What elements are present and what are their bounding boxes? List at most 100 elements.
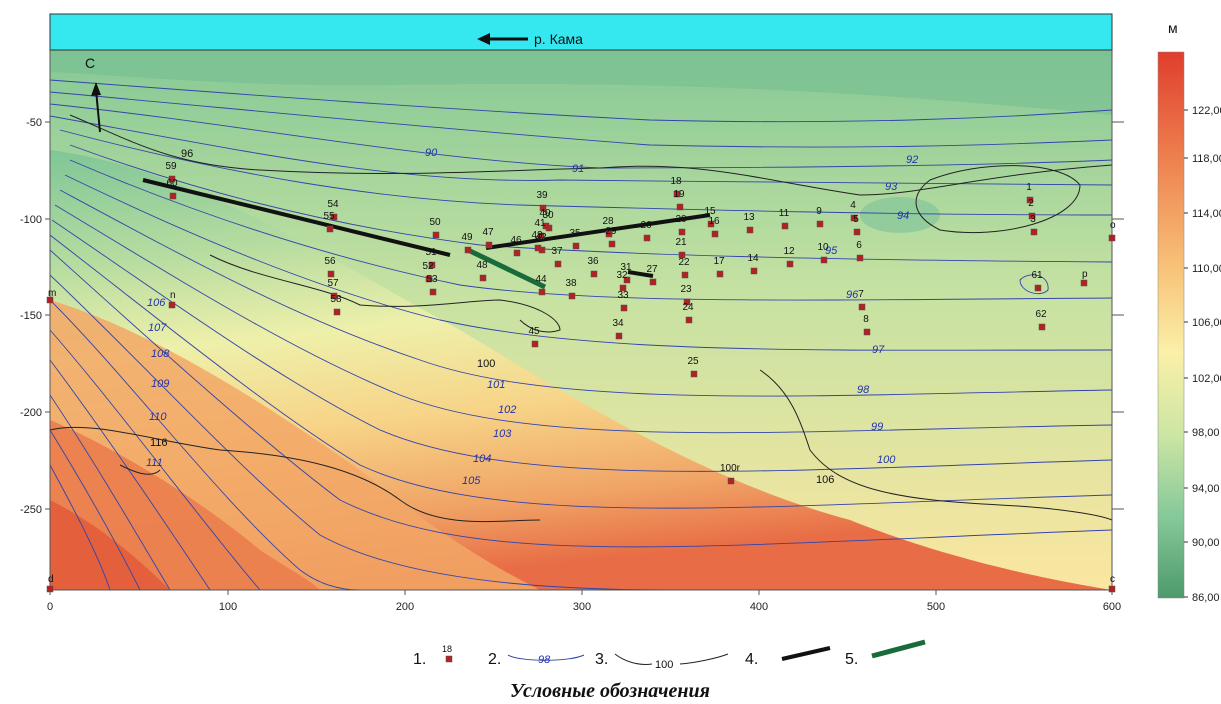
well-marker (605, 230, 613, 238)
well-marker (816, 220, 824, 228)
well-label: 40 (539, 208, 551, 219)
well-label: 12 (783, 246, 795, 257)
well-label: 3 (1030, 214, 1036, 225)
y-tick-label: -250 (20, 504, 42, 516)
blue-isoline-label: 106 (147, 297, 166, 309)
blue-isoline-label: 103 (493, 428, 512, 440)
corner-marker (1108, 585, 1116, 593)
well-label: 33 (617, 290, 629, 301)
well-label: 56 (324, 256, 336, 267)
well-marker (676, 203, 684, 211)
blue-isoline-label: 99 (871, 421, 883, 433)
well-label: 37 (551, 246, 563, 257)
well-marker (168, 175, 176, 183)
well-label: 39 (536, 190, 548, 201)
well-marker (608, 240, 616, 248)
well-label: 25 (687, 356, 699, 367)
well-label: 31 (620, 262, 632, 273)
well-label: 35 (569, 228, 581, 239)
well-label: 16 (708, 216, 720, 227)
well-marker (590, 270, 598, 278)
scale-tick-label: 90,00 (1192, 537, 1220, 549)
x-tick-label: 600 (1103, 601, 1121, 613)
scale-tick-label: 86,00 (1192, 592, 1220, 604)
well-marker (327, 270, 335, 278)
blue-isoline-label: 96 (846, 289, 859, 301)
legend-sample-2: 98 (538, 654, 551, 666)
well-label: 21 (675, 237, 687, 248)
well-marker (716, 270, 724, 278)
y-axis-ticks: -50 -100 -150 -200 -250 (20, 117, 1124, 516)
well-label: 8 (863, 314, 869, 325)
corner-marker (168, 301, 176, 309)
well-marker (820, 256, 828, 264)
profile-line-black-3 (627, 270, 654, 278)
well-marker (1030, 228, 1038, 236)
corner-marker (1108, 234, 1116, 242)
blue-isoline-label: 90 (425, 147, 438, 159)
well-label: 46 (510, 235, 522, 246)
blue-isoline-label: 92 (906, 154, 918, 166)
blue-isoline-label: 100 (877, 454, 896, 466)
well-label: 11 (779, 208, 790, 219)
north-label: С (85, 55, 95, 71)
legend-num-2: 2. (488, 651, 501, 668)
well-label: 20 (675, 214, 687, 225)
well-label: 19 (673, 189, 685, 200)
profile-line-black-2 (485, 213, 711, 250)
well-label: 32 (616, 270, 628, 281)
well-marker (850, 214, 858, 222)
well-marker (572, 242, 580, 250)
blue-isoline-label: 108 (151, 348, 170, 360)
well-marker (781, 222, 789, 230)
corner-label: m (48, 288, 56, 299)
well-marker (425, 275, 433, 283)
well-label: 1 (1026, 182, 1032, 193)
well-marker (534, 244, 542, 252)
well-marker (673, 190, 681, 198)
well-label: 47 (482, 227, 494, 238)
well-marker (513, 249, 521, 257)
blue-isoline-label: 110 (149, 411, 167, 423)
well-marker (479, 274, 487, 282)
well-label: 48 (476, 260, 488, 271)
x-tick-label: 500 (927, 601, 945, 613)
well-label: 61 (1031, 270, 1043, 281)
well-marker (464, 246, 472, 254)
black-isoline-labels: 96 106 116 100 (150, 148, 834, 486)
well-marker (620, 304, 628, 312)
well-label: 29 (605, 226, 617, 237)
profile-line-black-1 (142, 178, 451, 257)
well-label: 100r (720, 463, 741, 474)
black-isolines (50, 114, 1112, 523)
well-marker (1026, 196, 1034, 204)
well-label: 28 (602, 216, 614, 227)
legend-well-marker (445, 655, 453, 663)
blue-isoline-label: 105 (462, 475, 481, 487)
well-marker (711, 230, 719, 238)
legend-green-profile-line (871, 639, 926, 659)
blue-isoline-label: 109 (151, 378, 169, 390)
well-marker (1034, 284, 1042, 292)
y-tick-label: -100 (20, 214, 42, 226)
well-label: 55 (323, 211, 335, 222)
well-label: 15 (704, 206, 716, 217)
well-marker (649, 278, 657, 286)
well-label: 30 (542, 210, 554, 221)
x-tick-label: 300 (573, 601, 591, 613)
x-tick-label: 200 (396, 601, 414, 613)
well-label: 17 (713, 256, 725, 267)
blue-isoline-label: 104 (473, 453, 491, 465)
x-axis-ticks: 0 100 200 300 400 500 600 (47, 590, 1121, 613)
profile-line-green (466, 247, 547, 290)
well-marker (432, 231, 440, 239)
elevation-field (50, 50, 1112, 590)
well-marker (707, 220, 715, 228)
well-label: 59 (165, 161, 177, 172)
well-marker (429, 288, 437, 296)
well-marker (568, 292, 576, 300)
well-marker (615, 332, 623, 340)
color-scale-ticks: 122,00 118,00 114,00 110,00 106,00 102,00 98,0… (1184, 105, 1221, 604)
well-label: 58 (330, 294, 342, 305)
